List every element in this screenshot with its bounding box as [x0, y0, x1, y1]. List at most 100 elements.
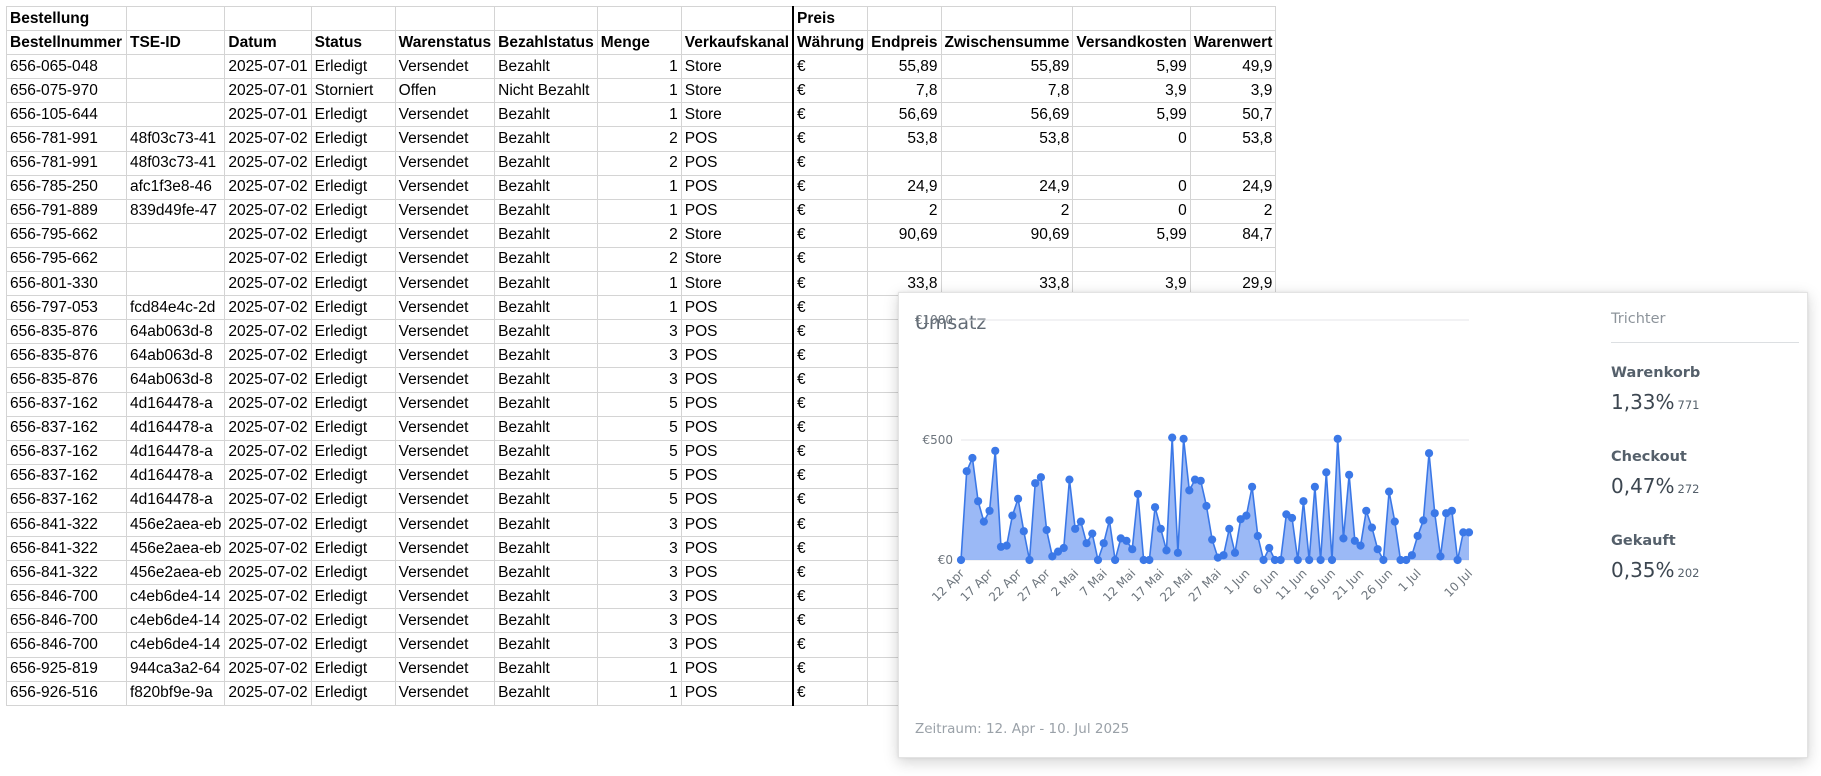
- table-cell[interactable]: 656-846-700: [6, 632, 127, 658]
- table-cell[interactable]: Erledigt: [310, 246, 396, 273]
- table-cell[interactable]: c4eb6de4-14: [125, 584, 226, 610]
- table-cell[interactable]: Bezahlt: [494, 584, 598, 610]
- table-cell[interactable]: 656-795-662: [6, 246, 127, 273]
- table-cell[interactable]: 656-837-162: [6, 415, 127, 441]
- table-cell[interactable]: €: [792, 126, 869, 152]
- table-cell[interactable]: Bezahlt: [494, 174, 598, 200]
- column-header-cell[interactable]: Menge: [596, 30, 682, 56]
- table-cell[interactable]: €: [792, 319, 869, 345]
- table-cell[interactable]: 53,8: [1189, 126, 1277, 152]
- table-cell[interactable]: Versendet: [394, 511, 496, 538]
- table-cell[interactable]: 2025-07-02: [224, 656, 312, 682]
- table-cell[interactable]: Versendet: [394, 415, 496, 441]
- table-cell[interactable]: Bezahlt: [494, 295, 598, 321]
- table-cell[interactable]: €: [792, 391, 869, 417]
- table-cell[interactable]: €: [792, 608, 869, 634]
- table-cell[interactable]: Bezahlt: [494, 656, 598, 682]
- table-cell[interactable]: Store: [680, 246, 794, 273]
- table-cell[interactable]: Erledigt: [310, 680, 396, 706]
- table-cell[interactable]: 656-781-991: [6, 150, 127, 176]
- table-cell[interactable]: 4d164478-a: [125, 487, 226, 513]
- table-cell[interactable]: Erledigt: [310, 656, 396, 682]
- table-cell[interactable]: €: [792, 198, 869, 224]
- table-cell[interactable]: POS: [680, 150, 794, 176]
- table-cell[interactable]: 656-835-876: [6, 367, 127, 393]
- table-cell[interactable]: 2025-07-01: [224, 54, 312, 80]
- table-cell[interactable]: 90,69: [940, 222, 1074, 248]
- data-point[interactable]: [1265, 543, 1274, 553]
- table-cell[interactable]: POS: [680, 198, 794, 224]
- table-cell[interactable]: 1: [596, 198, 682, 224]
- table-cell[interactable]: 656-925-819: [6, 656, 127, 682]
- table-cell[interactable]: 2025-07-02: [224, 415, 312, 441]
- table-cell[interactable]: Bezahlt: [494, 222, 598, 248]
- table-cell[interactable]: 2025-07-02: [224, 487, 312, 513]
- data-point[interactable]: [1384, 487, 1394, 496]
- table-cell[interactable]: 656-837-162: [6, 439, 127, 465]
- data-point[interactable]: [1379, 555, 1388, 565]
- table-cell[interactable]: Versendet: [394, 319, 496, 345]
- table-cell[interactable]: Versendet: [394, 367, 496, 393]
- table-cell[interactable]: 0: [1072, 198, 1191, 224]
- table-cell[interactable]: [940, 246, 1074, 273]
- table-cell[interactable]: 3: [596, 608, 682, 634]
- table-cell[interactable]: Erledigt: [310, 126, 396, 152]
- table-cell[interactable]: Erledigt: [310, 584, 396, 610]
- group-header-cell[interactable]: [310, 5, 396, 32]
- table-cell[interactable]: 24,9: [1189, 174, 1277, 200]
- data-point[interactable]: [1111, 555, 1120, 565]
- data-point[interactable]: [1225, 524, 1234, 533]
- data-point[interactable]: [1436, 552, 1445, 561]
- table-cell[interactable]: 3: [596, 584, 682, 610]
- table-cell[interactable]: 456e2aea-eb: [125, 560, 226, 586]
- table-cell[interactable]: 1: [596, 78, 682, 104]
- table-cell[interactable]: 3: [596, 511, 682, 538]
- table-cell[interactable]: Offen: [394, 78, 496, 104]
- table-cell[interactable]: f820bf9e-9a: [125, 680, 226, 706]
- table-cell[interactable]: [125, 78, 226, 104]
- table-cell[interactable]: 656-785-250: [6, 174, 127, 200]
- data-point[interactable]: [1042, 525, 1051, 535]
- table-cell[interactable]: 0: [1072, 126, 1191, 152]
- group-header-cell[interactable]: [494, 5, 598, 32]
- table-cell[interactable]: POS: [680, 343, 794, 369]
- table-cell[interactable]: Versendet: [394, 608, 496, 634]
- data-point[interactable]: [962, 467, 971, 476]
- table-cell[interactable]: Erledigt: [310, 511, 396, 538]
- table-cell[interactable]: POS: [680, 367, 794, 393]
- table-cell[interactable]: Store: [680, 271, 794, 297]
- data-point[interactable]: [1402, 555, 1411, 565]
- table-cell[interactable]: [1072, 246, 1191, 273]
- table-cell[interactable]: 1: [596, 174, 682, 200]
- table-cell[interactable]: 656-841-322: [6, 536, 127, 562]
- table-cell[interactable]: 2025-07-02: [224, 150, 312, 176]
- table-cell[interactable]: Erledigt: [310, 319, 396, 345]
- table-cell[interactable]: 2025-07-02: [224, 271, 312, 297]
- table-cell[interactable]: 7,8: [867, 78, 942, 104]
- table-cell[interactable]: Erledigt: [310, 174, 396, 200]
- column-header-cell[interactable]: Währung: [792, 30, 869, 56]
- data-point[interactable]: [1036, 473, 1046, 482]
- data-point[interactable]: [1310, 482, 1319, 491]
- table-cell[interactable]: 944ca3a2-64: [125, 656, 226, 682]
- table-cell[interactable]: Store: [680, 78, 794, 104]
- table-cell[interactable]: 2: [596, 222, 682, 248]
- table-cell[interactable]: Erledigt: [310, 150, 396, 176]
- table-cell[interactable]: Bezahlt: [494, 126, 598, 152]
- column-header-cell[interactable]: Bestellnummer: [6, 30, 127, 56]
- table-cell[interactable]: 1: [596, 54, 682, 80]
- data-point[interactable]: [1327, 555, 1337, 565]
- table-cell[interactable]: 2025-07-02: [224, 174, 312, 200]
- table-cell[interactable]: €: [792, 246, 869, 273]
- group-header-cell[interactable]: [1072, 5, 1191, 32]
- data-point[interactable]: [1390, 517, 1399, 526]
- data-point[interactable]: [1076, 517, 1085, 526]
- group-header-cell[interactable]: [394, 5, 496, 32]
- data-point[interactable]: [1013, 494, 1023, 503]
- table-cell[interactable]: 5: [596, 415, 682, 441]
- table-cell[interactable]: 1: [596, 102, 682, 128]
- data-point[interactable]: [1356, 541, 1365, 550]
- data-point[interactable]: [1419, 516, 1428, 525]
- table-cell[interactable]: Versendet: [394, 680, 496, 706]
- column-header-cell[interactable]: Versandkosten: [1072, 30, 1191, 56]
